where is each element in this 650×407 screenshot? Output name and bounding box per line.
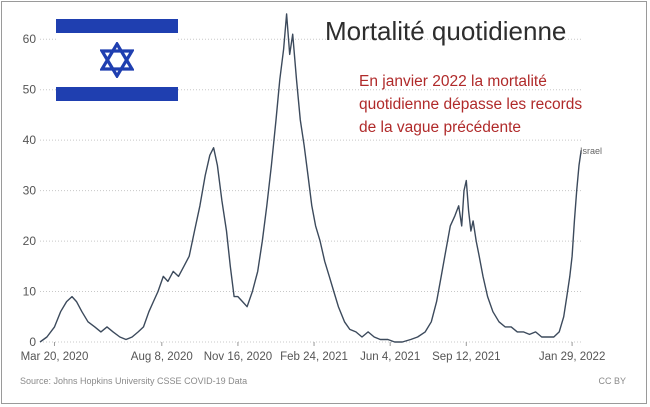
chart-annotation: En janvier 2022 la mortalité quotidienne… bbox=[359, 70, 582, 139]
x-tick-label: Aug 8, 2020 bbox=[131, 351, 193, 363]
annotation-line: quotidienne dépasse les records bbox=[359, 96, 583, 113]
series-label-israel: Israel bbox=[580, 146, 603, 156]
annotation-line: de la vague précédente bbox=[359, 119, 522, 136]
annotation-line: En janvier 2022 la mortalité bbox=[359, 73, 547, 90]
y-tick-label: 60 bbox=[23, 32, 37, 46]
x-tick-label: Nov 16, 2020 bbox=[204, 351, 272, 363]
y-tick-label: 20 bbox=[23, 234, 37, 248]
flag-bottom-stripe bbox=[56, 87, 178, 101]
x-tick-label: Jun 4, 2021 bbox=[360, 351, 420, 363]
y-tick-label: 30 bbox=[23, 184, 37, 198]
series-line-israel bbox=[39, 13, 582, 343]
x-tick-label: Sep 12, 2021 bbox=[432, 351, 500, 363]
series bbox=[39, 13, 582, 343]
license-note: CC BY bbox=[598, 376, 626, 386]
y-tick-label: 0 bbox=[29, 335, 36, 349]
x-tick-label: Feb 24, 2021 bbox=[280, 351, 348, 363]
y-axis: 0 10 20 30 40 50 60 bbox=[23, 32, 37, 349]
x-axis: Mar 20, 2020 Aug 8, 2020 Nov 16, 2020 Feb 2… bbox=[21, 342, 606, 363]
x-tick-label: Jan 29, 2022 bbox=[539, 351, 606, 363]
chart-title: Mortalité quotidienne bbox=[325, 16, 567, 46]
star-of-david-icon bbox=[100, 42, 134, 78]
x-tick-label: Mar 20, 2020 bbox=[21, 351, 89, 363]
israel-flag-icon bbox=[56, 19, 178, 101]
flag-top-stripe bbox=[56, 19, 178, 33]
y-tick-label: 10 bbox=[23, 285, 37, 299]
y-tick-label: 50 bbox=[23, 83, 37, 97]
y-tick-label: 40 bbox=[23, 133, 37, 147]
source-note: Source: Johns Hopkins University CSSE CO… bbox=[20, 376, 248, 386]
